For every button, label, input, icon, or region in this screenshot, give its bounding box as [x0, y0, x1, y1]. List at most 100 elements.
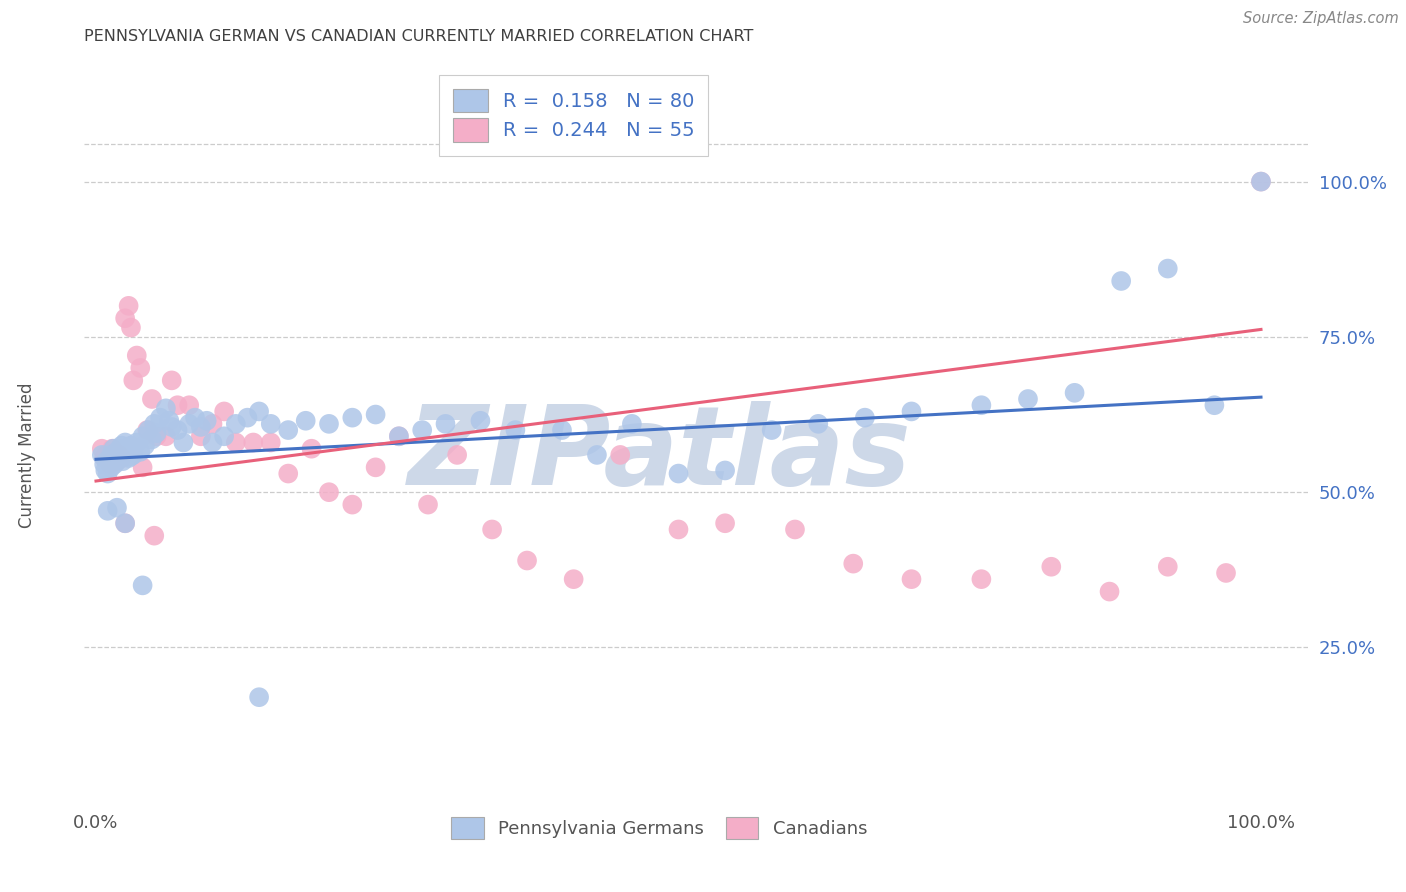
- Point: [97, 504, 120, 518]
- Y-axis label: Currently Married: Currently Married: [18, 382, 35, 528]
- Point: [247, 690, 270, 705]
- Point: [668, 523, 690, 537]
- Point: [294, 414, 316, 428]
- Point: [114, 516, 136, 531]
- Point: [184, 410, 207, 425]
- Point: [900, 404, 922, 418]
- Point: [201, 417, 224, 431]
- Point: [160, 420, 183, 434]
- Point: [668, 467, 690, 481]
- Point: [160, 373, 183, 387]
- Point: [505, 423, 527, 437]
- Point: [111, 448, 134, 462]
- Point: [260, 417, 283, 431]
- Point: [96, 454, 118, 468]
- Point: [143, 529, 166, 543]
- Point: [761, 423, 783, 437]
- Point: [481, 523, 503, 537]
- Point: [131, 460, 153, 475]
- Point: [388, 429, 411, 443]
- Point: [342, 498, 364, 512]
- Point: [155, 429, 177, 443]
- Point: [364, 408, 387, 422]
- Point: [190, 429, 212, 443]
- Point: [714, 516, 737, 531]
- Point: [136, 423, 159, 437]
- Point: [260, 435, 283, 450]
- Point: [97, 450, 120, 465]
- Point: [586, 448, 609, 462]
- Point: [98, 457, 121, 471]
- Point: [90, 442, 112, 456]
- Point: [100, 460, 122, 475]
- Point: [149, 410, 172, 425]
- Point: [318, 485, 340, 500]
- Point: [551, 423, 574, 437]
- Point: [225, 435, 247, 450]
- Point: [114, 311, 136, 326]
- Point: [103, 442, 125, 456]
- Point: [277, 467, 299, 481]
- Point: [104, 448, 127, 462]
- Point: [98, 450, 121, 465]
- Point: [201, 435, 224, 450]
- Point: [172, 435, 194, 450]
- Point: [125, 435, 148, 450]
- Point: [1250, 175, 1272, 189]
- Point: [129, 361, 152, 376]
- Point: [516, 553, 538, 567]
- Point: [1063, 385, 1085, 400]
- Point: [103, 450, 125, 465]
- Point: [842, 557, 865, 571]
- Point: [236, 410, 259, 425]
- Point: [111, 439, 134, 453]
- Point: [212, 404, 235, 418]
- Point: [145, 426, 167, 441]
- Point: [117, 450, 139, 465]
- Point: [242, 435, 264, 450]
- Point: [970, 572, 993, 586]
- Point: [157, 414, 180, 428]
- Point: [129, 445, 152, 459]
- Text: Source: ZipAtlas.com: Source: ZipAtlas.com: [1243, 11, 1399, 26]
- Point: [125, 349, 148, 363]
- Point: [105, 454, 128, 468]
- Point: [1250, 175, 1272, 189]
- Point: [141, 392, 163, 406]
- Point: [105, 500, 128, 515]
- Point: [131, 429, 153, 443]
- Point: [1215, 566, 1237, 580]
- Point: [470, 414, 492, 428]
- Point: [225, 417, 247, 431]
- Point: [1204, 398, 1226, 412]
- Point: [104, 457, 127, 471]
- Point: [620, 417, 643, 431]
- Point: [120, 439, 142, 453]
- Point: [131, 578, 153, 592]
- Point: [195, 414, 218, 428]
- Point: [714, 463, 737, 477]
- Point: [416, 498, 439, 512]
- Point: [247, 404, 270, 418]
- Point: [120, 320, 142, 334]
- Point: [93, 457, 115, 471]
- Point: [166, 423, 188, 437]
- Point: [114, 516, 136, 531]
- Point: [111, 454, 134, 468]
- Point: [90, 448, 112, 462]
- Point: [111, 450, 134, 465]
- Point: [179, 417, 201, 431]
- Point: [101, 442, 124, 456]
- Point: [277, 423, 299, 437]
- Point: [301, 442, 323, 456]
- Point: [411, 423, 433, 437]
- Point: [105, 445, 128, 459]
- Point: [179, 398, 201, 412]
- Point: [143, 417, 166, 431]
- Point: [97, 457, 120, 471]
- Point: [1098, 584, 1121, 599]
- Point: [364, 460, 387, 475]
- Point: [117, 299, 139, 313]
- Point: [93, 450, 115, 465]
- Point: [970, 398, 993, 412]
